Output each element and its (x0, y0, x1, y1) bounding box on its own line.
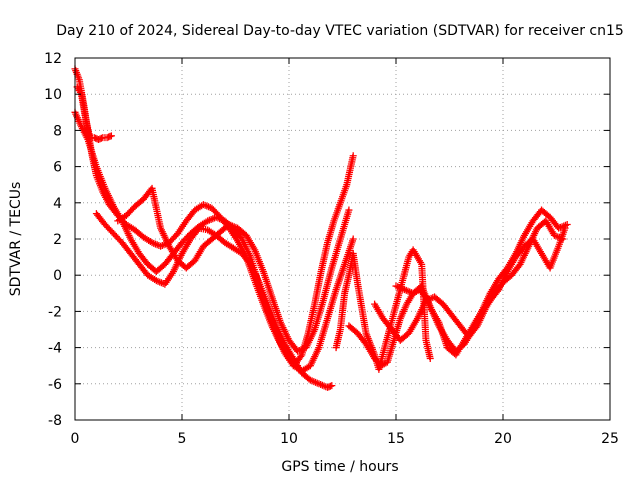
axis-ticks: 0 5 10 15 20 25 -8 -6 -4 -2 0 2 4 6 8 10 12 (44, 51, 619, 447)
x-tick-label: 20 (494, 431, 512, 447)
y-tick-label: -8 (48, 413, 62, 429)
y-tick-label: 12 (44, 51, 62, 67)
y-tick-label: -6 (48, 377, 62, 393)
series-track-9 (332, 246, 434, 373)
series-track-3 (92, 210, 336, 391)
data-marks (71, 65, 571, 391)
y-tick-label: 6 (53, 160, 62, 176)
series-track-4-fill (116, 186, 352, 354)
x-tick-label: 25 (601, 431, 619, 447)
y-tick-label: 4 (53, 196, 62, 212)
chart-title: Day 210 of 2024, Sidereal Day-to-day VTE… (56, 23, 624, 39)
y-tick-label: 0 (53, 268, 62, 284)
series-track-9-fill (333, 248, 434, 371)
x-tick-label: 0 (71, 431, 80, 447)
y-tick-label: 2 (53, 232, 62, 248)
x-tick-label: 10 (280, 431, 298, 447)
y-tick-label: 8 (53, 123, 62, 139)
y-tick-label: -2 (48, 304, 62, 320)
series-track-8 (73, 83, 115, 143)
y-tick-label: -4 (48, 341, 62, 357)
x-tick-label: 5 (178, 431, 187, 447)
y-tick-label: 10 (44, 87, 62, 103)
x-tick-label: 15 (387, 431, 405, 447)
x-axis-label: GPS time / hours (281, 459, 398, 475)
series-track-4 (114, 184, 353, 355)
y-axis-label: SDTVAR / TECUs (8, 182, 24, 297)
series-track-8-fill (74, 85, 114, 143)
series-track-7 (392, 224, 569, 359)
